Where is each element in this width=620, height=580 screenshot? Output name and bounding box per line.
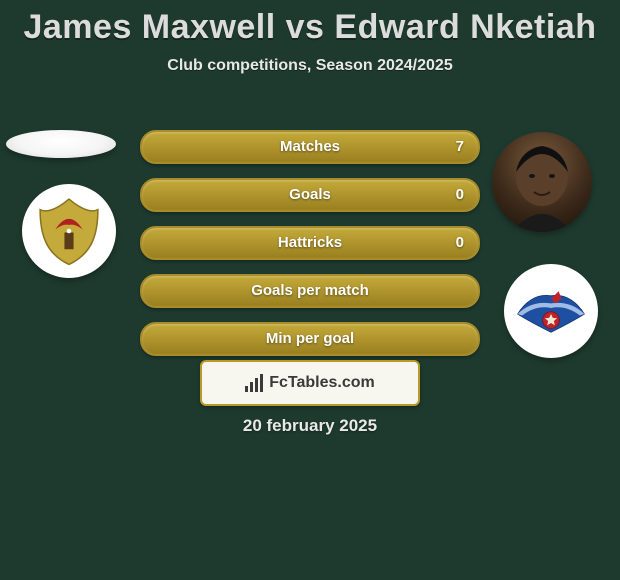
stat-row-goals-per-match: Goals per match — [140, 274, 480, 308]
club-badge-icon — [513, 273, 589, 349]
stat-row-matches: Matches 7 — [140, 130, 480, 164]
date-label: 20 february 2025 — [0, 416, 620, 436]
stat-row-goals: Goals 0 — [140, 178, 480, 212]
stat-label: Goals per match — [251, 282, 369, 299]
stat-row-min-per-goal: Min per goal — [140, 322, 480, 356]
stat-value-right: 7 — [456, 132, 464, 162]
comparison-card: James Maxwell vs Edward Nketiah Club com… — [0, 8, 620, 580]
bars-icon — [245, 374, 263, 392]
subtitle: Club competitions, Season 2024/2025 — [0, 57, 620, 75]
page-title: James Maxwell vs Edward Nketiah — [0, 8, 620, 47]
stat-label: Hattricks — [278, 234, 342, 251]
player-photo-icon — [492, 132, 592, 232]
club-badge-icon — [31, 193, 107, 269]
stat-rows: Matches 7 Goals 0 Hattricks 0 Goals per … — [140, 130, 480, 370]
player2-avatar — [492, 132, 592, 232]
player1-name: James Maxwell — [23, 8, 275, 46]
stat-row-hattricks: Hattricks 0 — [140, 226, 480, 260]
stat-label: Min per goal — [266, 330, 354, 347]
brand-text: FcTables.com — [269, 374, 375, 392]
player1-club-badge — [22, 184, 116, 278]
stat-value-right: 0 — [456, 180, 464, 210]
vs-label: vs — [286, 8, 325, 46]
player1-avatar-placeholder — [6, 130, 116, 158]
stat-value-right: 0 — [456, 228, 464, 258]
player2-name: Edward Nketiah — [334, 8, 596, 46]
stat-label: Goals — [289, 186, 331, 203]
brand-attribution[interactable]: FcTables.com — [200, 360, 420, 406]
player2-club-badge — [504, 264, 598, 358]
stat-label: Matches — [280, 138, 340, 155]
